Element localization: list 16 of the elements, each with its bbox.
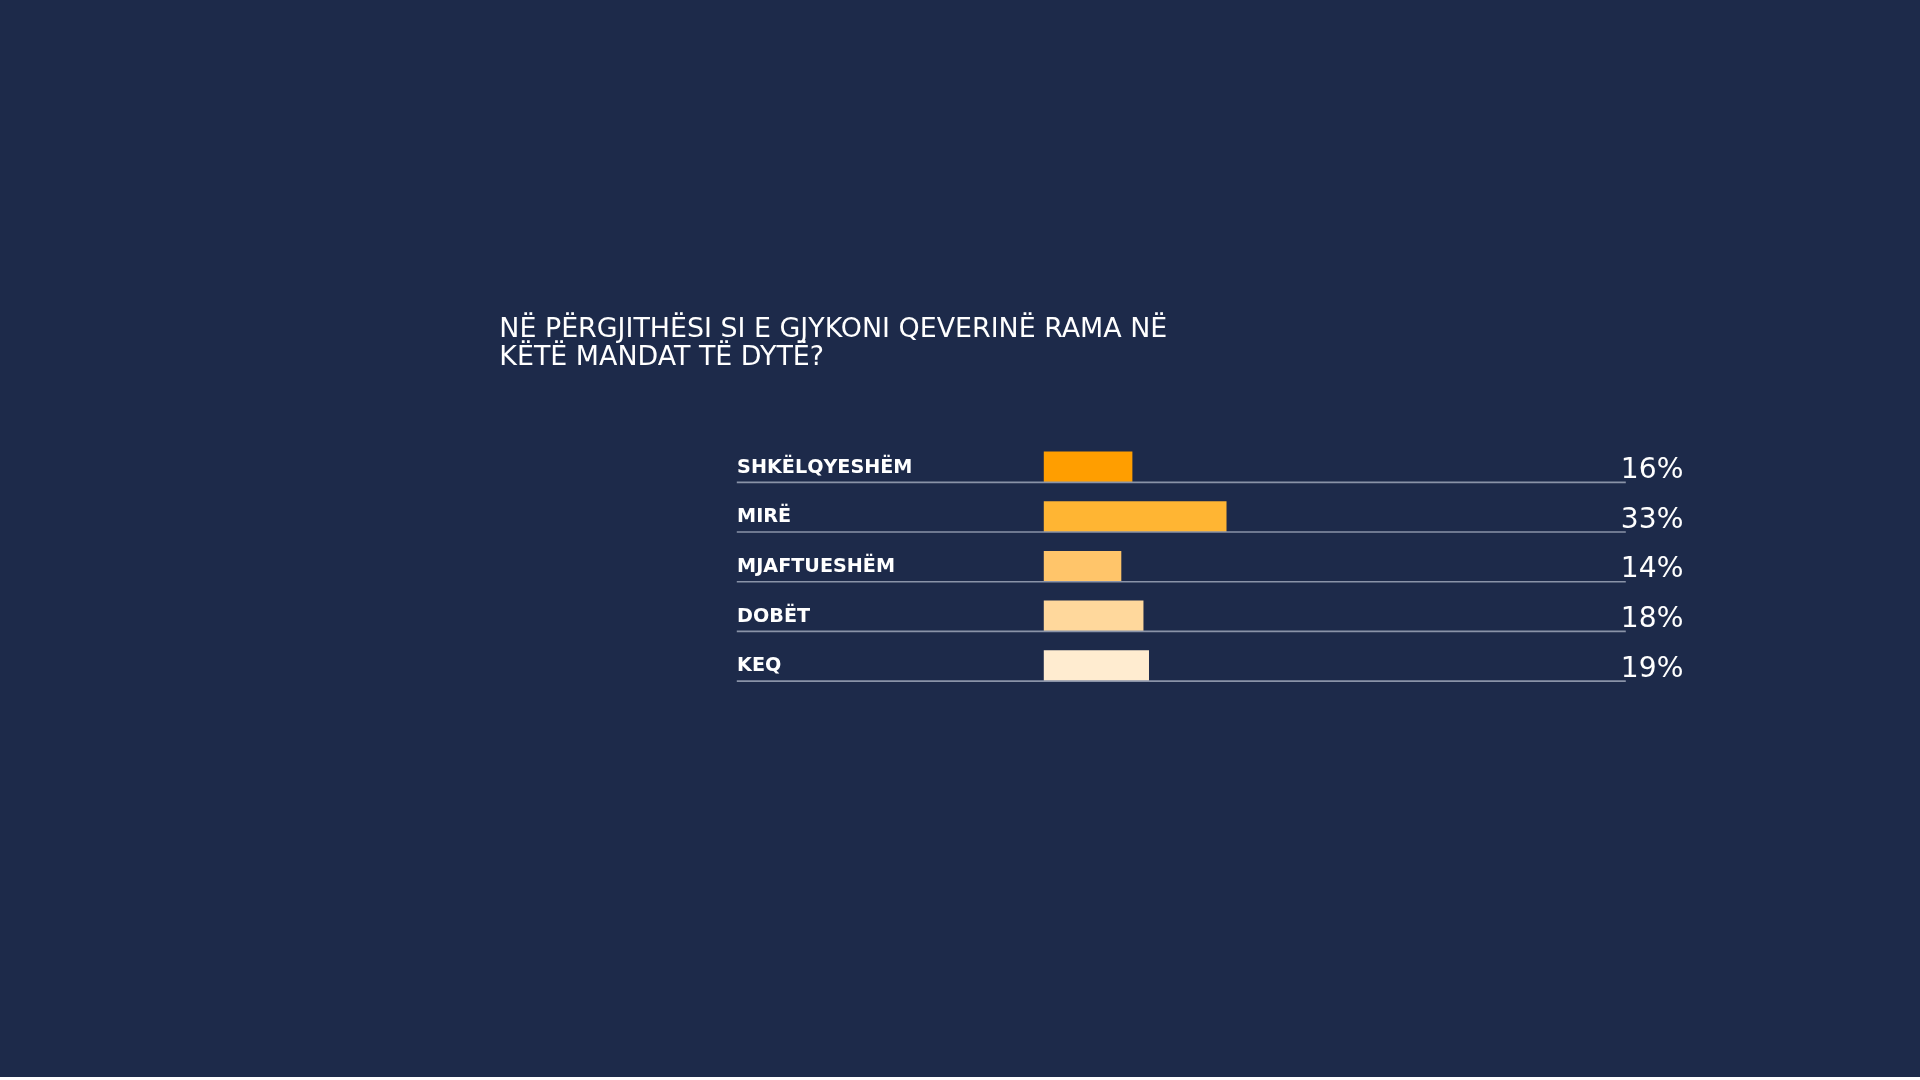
y-tick-label: DOBËT	[737, 602, 811, 627]
data-label: 18%	[1620, 600, 1684, 634]
y-tick-label: KEQ	[737, 653, 782, 677]
data-label: 14%	[1620, 551, 1684, 585]
data-label: 33%	[1620, 501, 1684, 535]
bar	[1043, 451, 1133, 483]
y-tick-label: MIRË	[737, 503, 792, 528]
bar	[1043, 600, 1144, 632]
y-tick-label: SHKËLQYESHËM	[737, 453, 913, 478]
chart-title: NË PËRGJITHËSI SI E GJYKONI QEVERINË RAMA NË KËTË MANDAT TË DYTË?	[499, 312, 1168, 372]
data-label: 19%	[1620, 650, 1684, 684]
y-tick-label: MJAFTUESHËM	[737, 553, 896, 578]
bar	[1043, 501, 1227, 533]
data-label: 16%	[1620, 451, 1684, 485]
bar	[1043, 550, 1122, 582]
bar	[1043, 650, 1149, 682]
